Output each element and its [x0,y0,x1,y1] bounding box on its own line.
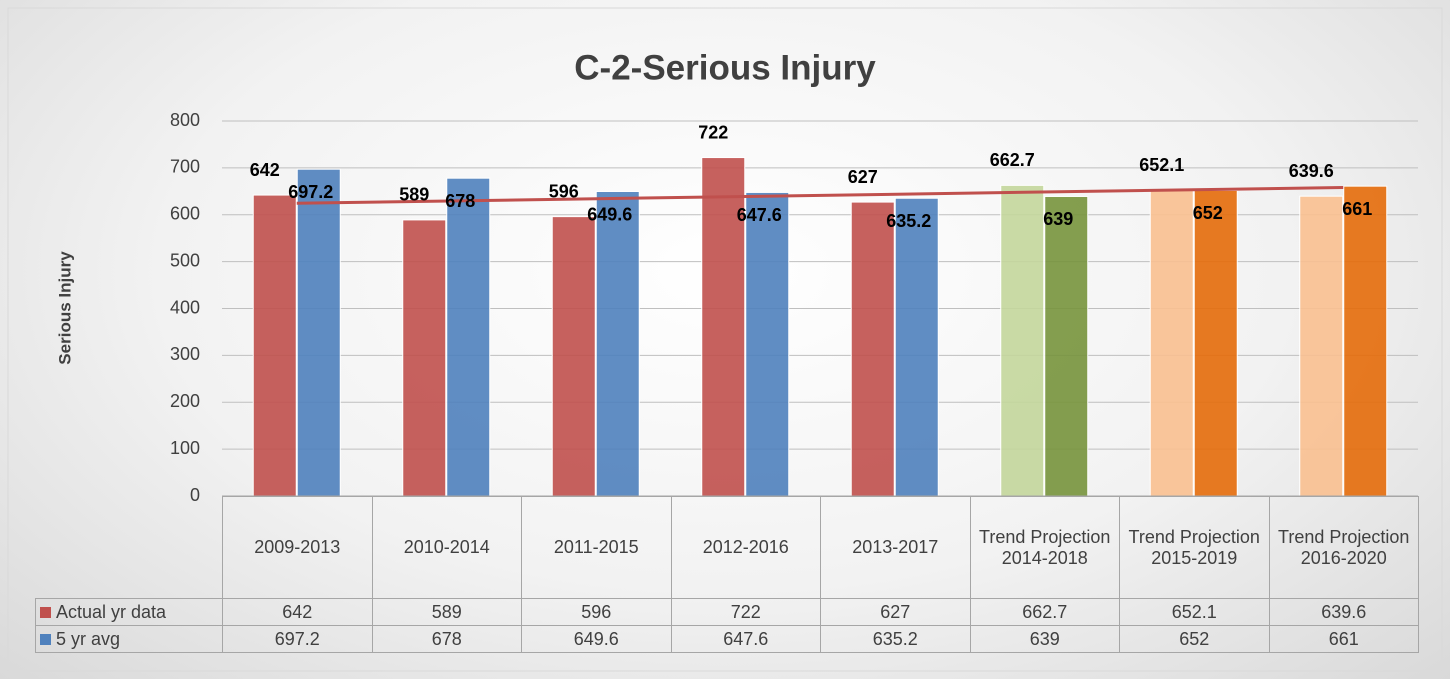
legend-label: 5 yr avg [56,628,121,649]
table-cell: 639 [969,625,1120,653]
table-corner [35,496,223,599]
data-label: 662.7 [990,150,1035,170]
data-label: 635.2 [886,211,931,231]
bar [252,194,297,497]
bar [1299,195,1344,497]
bar [595,191,640,497]
chart-title: C-2-Serious Injury [574,48,876,87]
bar [446,177,491,497]
y-tick-label: 400 [170,297,200,317]
table-cell: 627 [820,598,971,626]
bar [1193,189,1238,497]
data-label: 697.2 [288,182,333,202]
x-tick-label: Trend Projection 2014-2018 [969,496,1120,599]
bar [894,197,939,497]
bar [551,216,596,497]
table-cell: 722 [670,598,821,626]
bar [850,201,895,497]
data-label: 627 [848,167,878,187]
x-tick-label: 2013-2017 [820,496,971,599]
bar [1000,184,1045,497]
x-tick-label: 2012-2016 [670,496,821,599]
data-label: 639 [1043,209,1073,229]
trendline [296,186,1344,205]
y-axis-label: Serious Injury [55,251,74,365]
table-cell: 652 [1119,625,1270,653]
bar [1149,189,1194,497]
x-tick-label: 2011-2015 [521,496,672,599]
data-label: 661 [1342,199,1372,219]
table-cell: 639.6 [1268,598,1419,626]
data-label: 652 [1193,203,1223,223]
table-cell: 649.6 [521,625,672,653]
legend-swatch [40,606,51,618]
table-cell: 662.7 [969,598,1120,626]
data-label: 639.6 [1289,161,1334,181]
y-tick-label: 500 [170,250,200,270]
table-cell: 596 [521,598,672,626]
bar [1343,185,1388,497]
data-label: 649.6 [587,204,632,224]
bar [296,168,341,497]
y-tick-label: 700 [170,157,200,177]
chart-border [7,7,1443,672]
table-row: 5 yr avg 697.2 678 649.6 647.6 635.2 639 652 661 [35,625,1419,653]
table-cell: 652.1 [1119,598,1270,626]
data-label: 596 [549,181,579,201]
x-tick-label: Trend Projection 2015-2019 [1119,496,1270,599]
legend-entry: 5 yr avg [35,625,223,653]
table-cell: 647.6 [670,625,821,653]
y-tick-label: 100 [170,438,200,458]
data-label: 722 [698,122,728,142]
y-tick-label: 600 [170,204,200,224]
legend-label: Actual yr data [56,601,167,622]
table-cell: 661 [1268,625,1419,653]
legend-swatch [40,633,51,645]
table-cell: 642 [222,598,373,626]
bar [1044,195,1089,497]
data-label: 589 [399,185,429,205]
table-cell: 697.2 [222,625,373,653]
y-tick-label: 300 [170,344,200,364]
bar [745,191,790,497]
table-cell: 589 [371,598,522,626]
table-header-row: 2009-2013 2010-2014 2011-2015 2012-2016 2013… [35,496,1419,599]
y-tick-label: 800 [170,110,200,130]
data-label: 678 [445,191,475,211]
table-row: Actual yr data 642 589 596 722 627 662.7 652.1 6… [35,598,1419,626]
data-label: 652.1 [1139,155,1184,175]
data-label: 647.6 [737,205,782,225]
y-tick-label: 0 [190,485,200,505]
table-cell: 635.2 [820,625,971,653]
data-label: 642 [250,160,280,180]
x-tick-label: Trend Projection 2016-2020 [1268,496,1419,599]
x-tick-label: 2009-2013 [222,496,373,599]
bar [402,219,447,497]
y-tick-label: 200 [170,391,200,411]
table-cell: 678 [371,625,522,653]
x-tick-label: 2010-2014 [371,496,522,599]
data-table: 2009-2013 2010-2014 2011-2015 2012-2016 2013… [35,496,1419,653]
legend-entry: Actual yr data [35,598,223,626]
